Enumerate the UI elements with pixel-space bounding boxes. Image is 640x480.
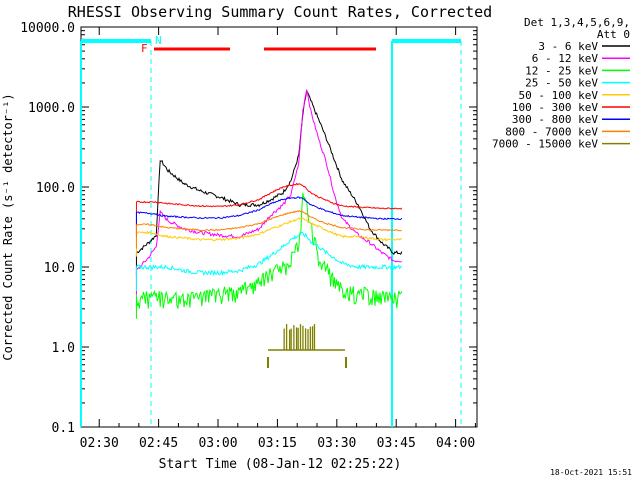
x-tick-label: 03:30 — [317, 436, 356, 451]
y-tick-label: 100.0 — [36, 181, 75, 196]
series-layer — [135, 89, 403, 319]
x-tick-label: 03:45 — [377, 436, 416, 451]
y-tick-label: 1.0 — [52, 341, 75, 356]
series-line-6 — [136, 196, 403, 221]
x-axis: 02:30 02:45 03:00 03:15 03:30 03:45 04:00 — [80, 27, 476, 451]
legend-label: 7000 - 15000 keV — [492, 138, 598, 151]
legend-label: 800 - 7000 keV — [505, 125, 598, 138]
time-markers — [80, 41, 462, 427]
x-tick-label: 04:00 — [436, 436, 475, 451]
series-line-2 — [135, 192, 403, 310]
series-line-5 — [136, 182, 403, 210]
y-axis-label: Corrected Count Rate (s⁻¹ detector⁻¹) — [1, 93, 15, 360]
legend-label: 100 - 300 keV — [512, 101, 598, 114]
y-tick-label: 1000.0 — [28, 101, 75, 116]
legend-label: 3 - 6 keV — [538, 40, 598, 53]
chart-title: RHESSI Observing Summary Count Rates, Co… — [68, 3, 492, 21]
x-tick-label: 03:00 — [198, 436, 237, 451]
legend-label: 300 - 800 keV — [512, 113, 598, 126]
annotation-n: N — [155, 34, 162, 47]
x-tick-label: 02:30 — [80, 436, 119, 451]
footer-timestamp: 18-Oct-2021 15:51 — [550, 468, 632, 477]
olive-spikes — [283, 324, 316, 350]
x-tick-label: 03:15 — [258, 436, 297, 451]
legend-label: 12 - 25 keV — [525, 64, 598, 77]
y-tick-label: 0.1 — [52, 421, 75, 436]
state-bars: F N — [81, 34, 461, 55]
legend-label: 6 - 12 keV — [532, 52, 599, 65]
legend-header-1: Det 1,3,4,5,6,9, — [524, 16, 630, 29]
series-line-0 — [136, 89, 403, 256]
y-tick-label: 10000.0 — [20, 21, 75, 36]
series-line-7 — [136, 210, 402, 232]
series-line-4 — [136, 217, 402, 242]
y-axis: 0.1 1.0 10.0 100.0 1000.0 10000.0 — [20, 21, 477, 436]
legend-label: 25 - 50 keV — [525, 77, 598, 90]
series-line-3 — [135, 231, 402, 277]
x-tick-label: 02:45 — [139, 436, 178, 451]
x-axis-label: Start Time (08-Jan-12 02:25:22) — [159, 457, 402, 472]
series-line-1 — [135, 89, 402, 271]
high-energy-marks — [267, 324, 347, 368]
y-tick-label: 10.0 — [44, 261, 75, 276]
legend-header-2: Att 0 — [597, 28, 630, 41]
legend-label: 50 - 100 keV — [519, 89, 599, 102]
annotation-f: F — [141, 42, 148, 55]
